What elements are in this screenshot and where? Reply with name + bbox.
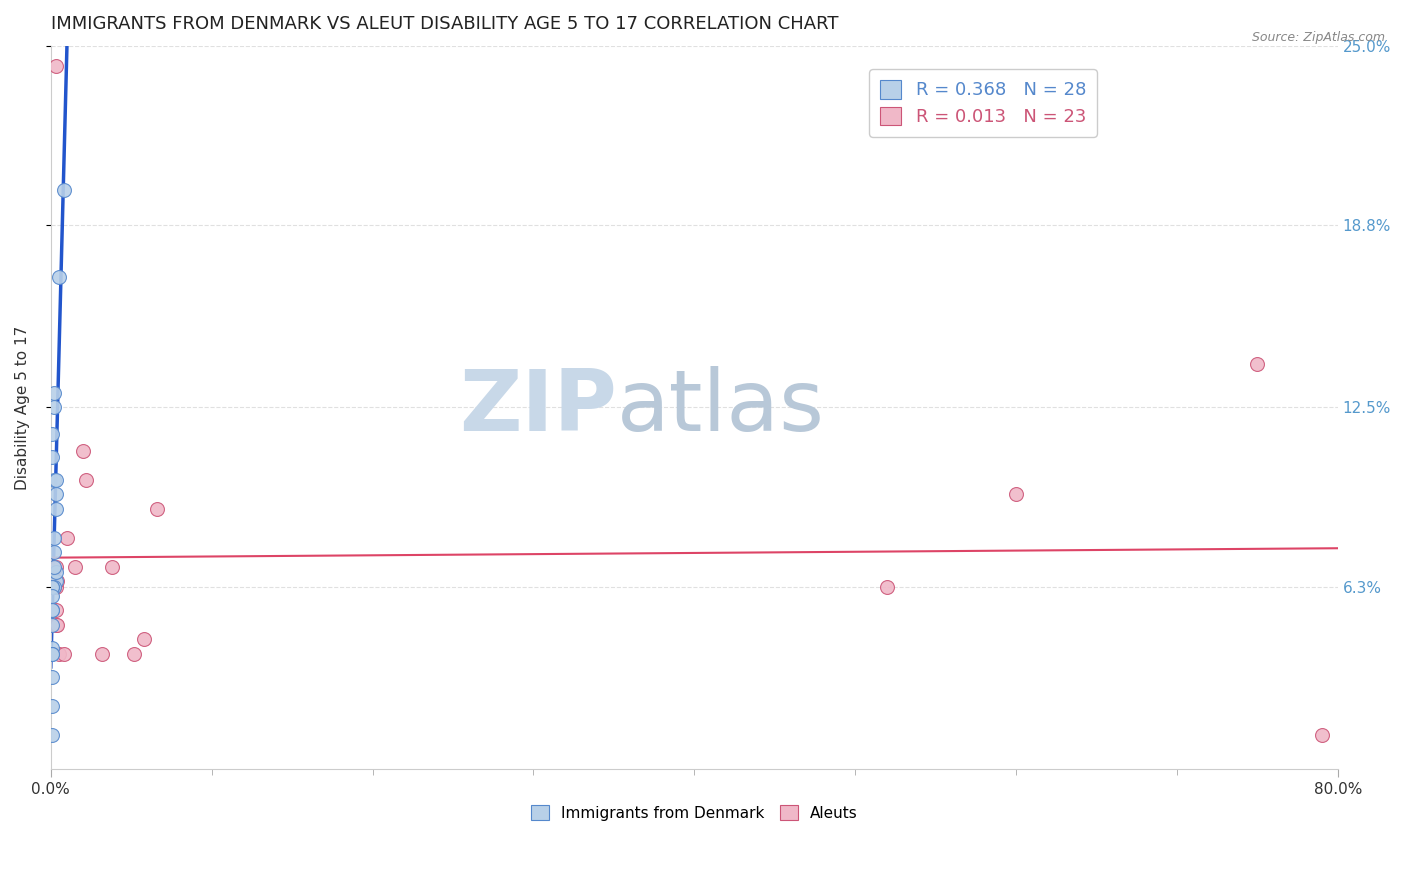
Point [876, 580, 898, 594]
Point [41, 603, 63, 617]
Point [45, 473, 67, 487]
Point [45, 559, 67, 574]
Point [41, 589, 63, 603]
Point [46, 574, 69, 589]
Point [56, 531, 79, 545]
Point [48, 270, 70, 285]
Point [134, 632, 156, 646]
Point [42, 386, 65, 401]
Text: atlas: atlas [617, 366, 825, 449]
Point [41, 728, 63, 742]
Point [45, 487, 67, 501]
Point [41, 580, 63, 594]
Point [41, 603, 63, 617]
Text: ZIP: ZIP [460, 366, 617, 449]
Text: IMMIGRANTS FROM DENMARK VS ALEUT DISABILITY AGE 5 TO 17 CORRELATION CHART: IMMIGRANTS FROM DENMARK VS ALEUT DISABIL… [51, 15, 838, 33]
Point [42, 473, 65, 487]
Point [1310, 728, 1333, 742]
Text: Source: ZipAtlas.com: Source: ZipAtlas.com [1251, 31, 1385, 45]
Point [101, 559, 124, 574]
Point [41, 426, 63, 441]
Point [42, 559, 65, 574]
Point [72, 443, 94, 458]
Point [41, 647, 63, 661]
Point [45, 617, 67, 632]
Point [91, 647, 114, 661]
Legend: Immigrants from Denmark, Aleuts: Immigrants from Denmark, Aleuts [524, 798, 865, 827]
Point [45, 566, 67, 580]
Point [63, 559, 86, 574]
Point [42, 545, 65, 559]
Point [41, 647, 63, 661]
Point [124, 647, 146, 661]
Point [45, 574, 67, 589]
Point [146, 501, 169, 516]
Point [75, 473, 97, 487]
Point [41, 640, 63, 655]
Point [45, 501, 67, 516]
Point [45, 59, 67, 73]
Point [41, 670, 63, 684]
Point [42, 401, 65, 415]
Point [42, 580, 65, 594]
Point [42, 531, 65, 545]
Point [1246, 357, 1268, 371]
Point [45, 603, 67, 617]
Point [45, 580, 67, 594]
Point [52, 183, 75, 197]
Point [41, 617, 63, 632]
Point [46, 617, 69, 632]
Point [42, 580, 65, 594]
Point [41, 698, 63, 713]
Point [48, 647, 70, 661]
Point [41, 450, 63, 464]
Y-axis label: Disability Age 5 to 17: Disability Age 5 to 17 [15, 326, 30, 490]
Point [1005, 487, 1028, 501]
Point [41, 580, 63, 594]
Point [52, 647, 75, 661]
